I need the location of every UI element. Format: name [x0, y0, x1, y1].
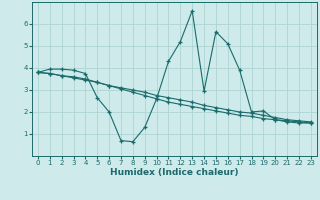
- X-axis label: Humidex (Indice chaleur): Humidex (Indice chaleur): [110, 168, 239, 177]
